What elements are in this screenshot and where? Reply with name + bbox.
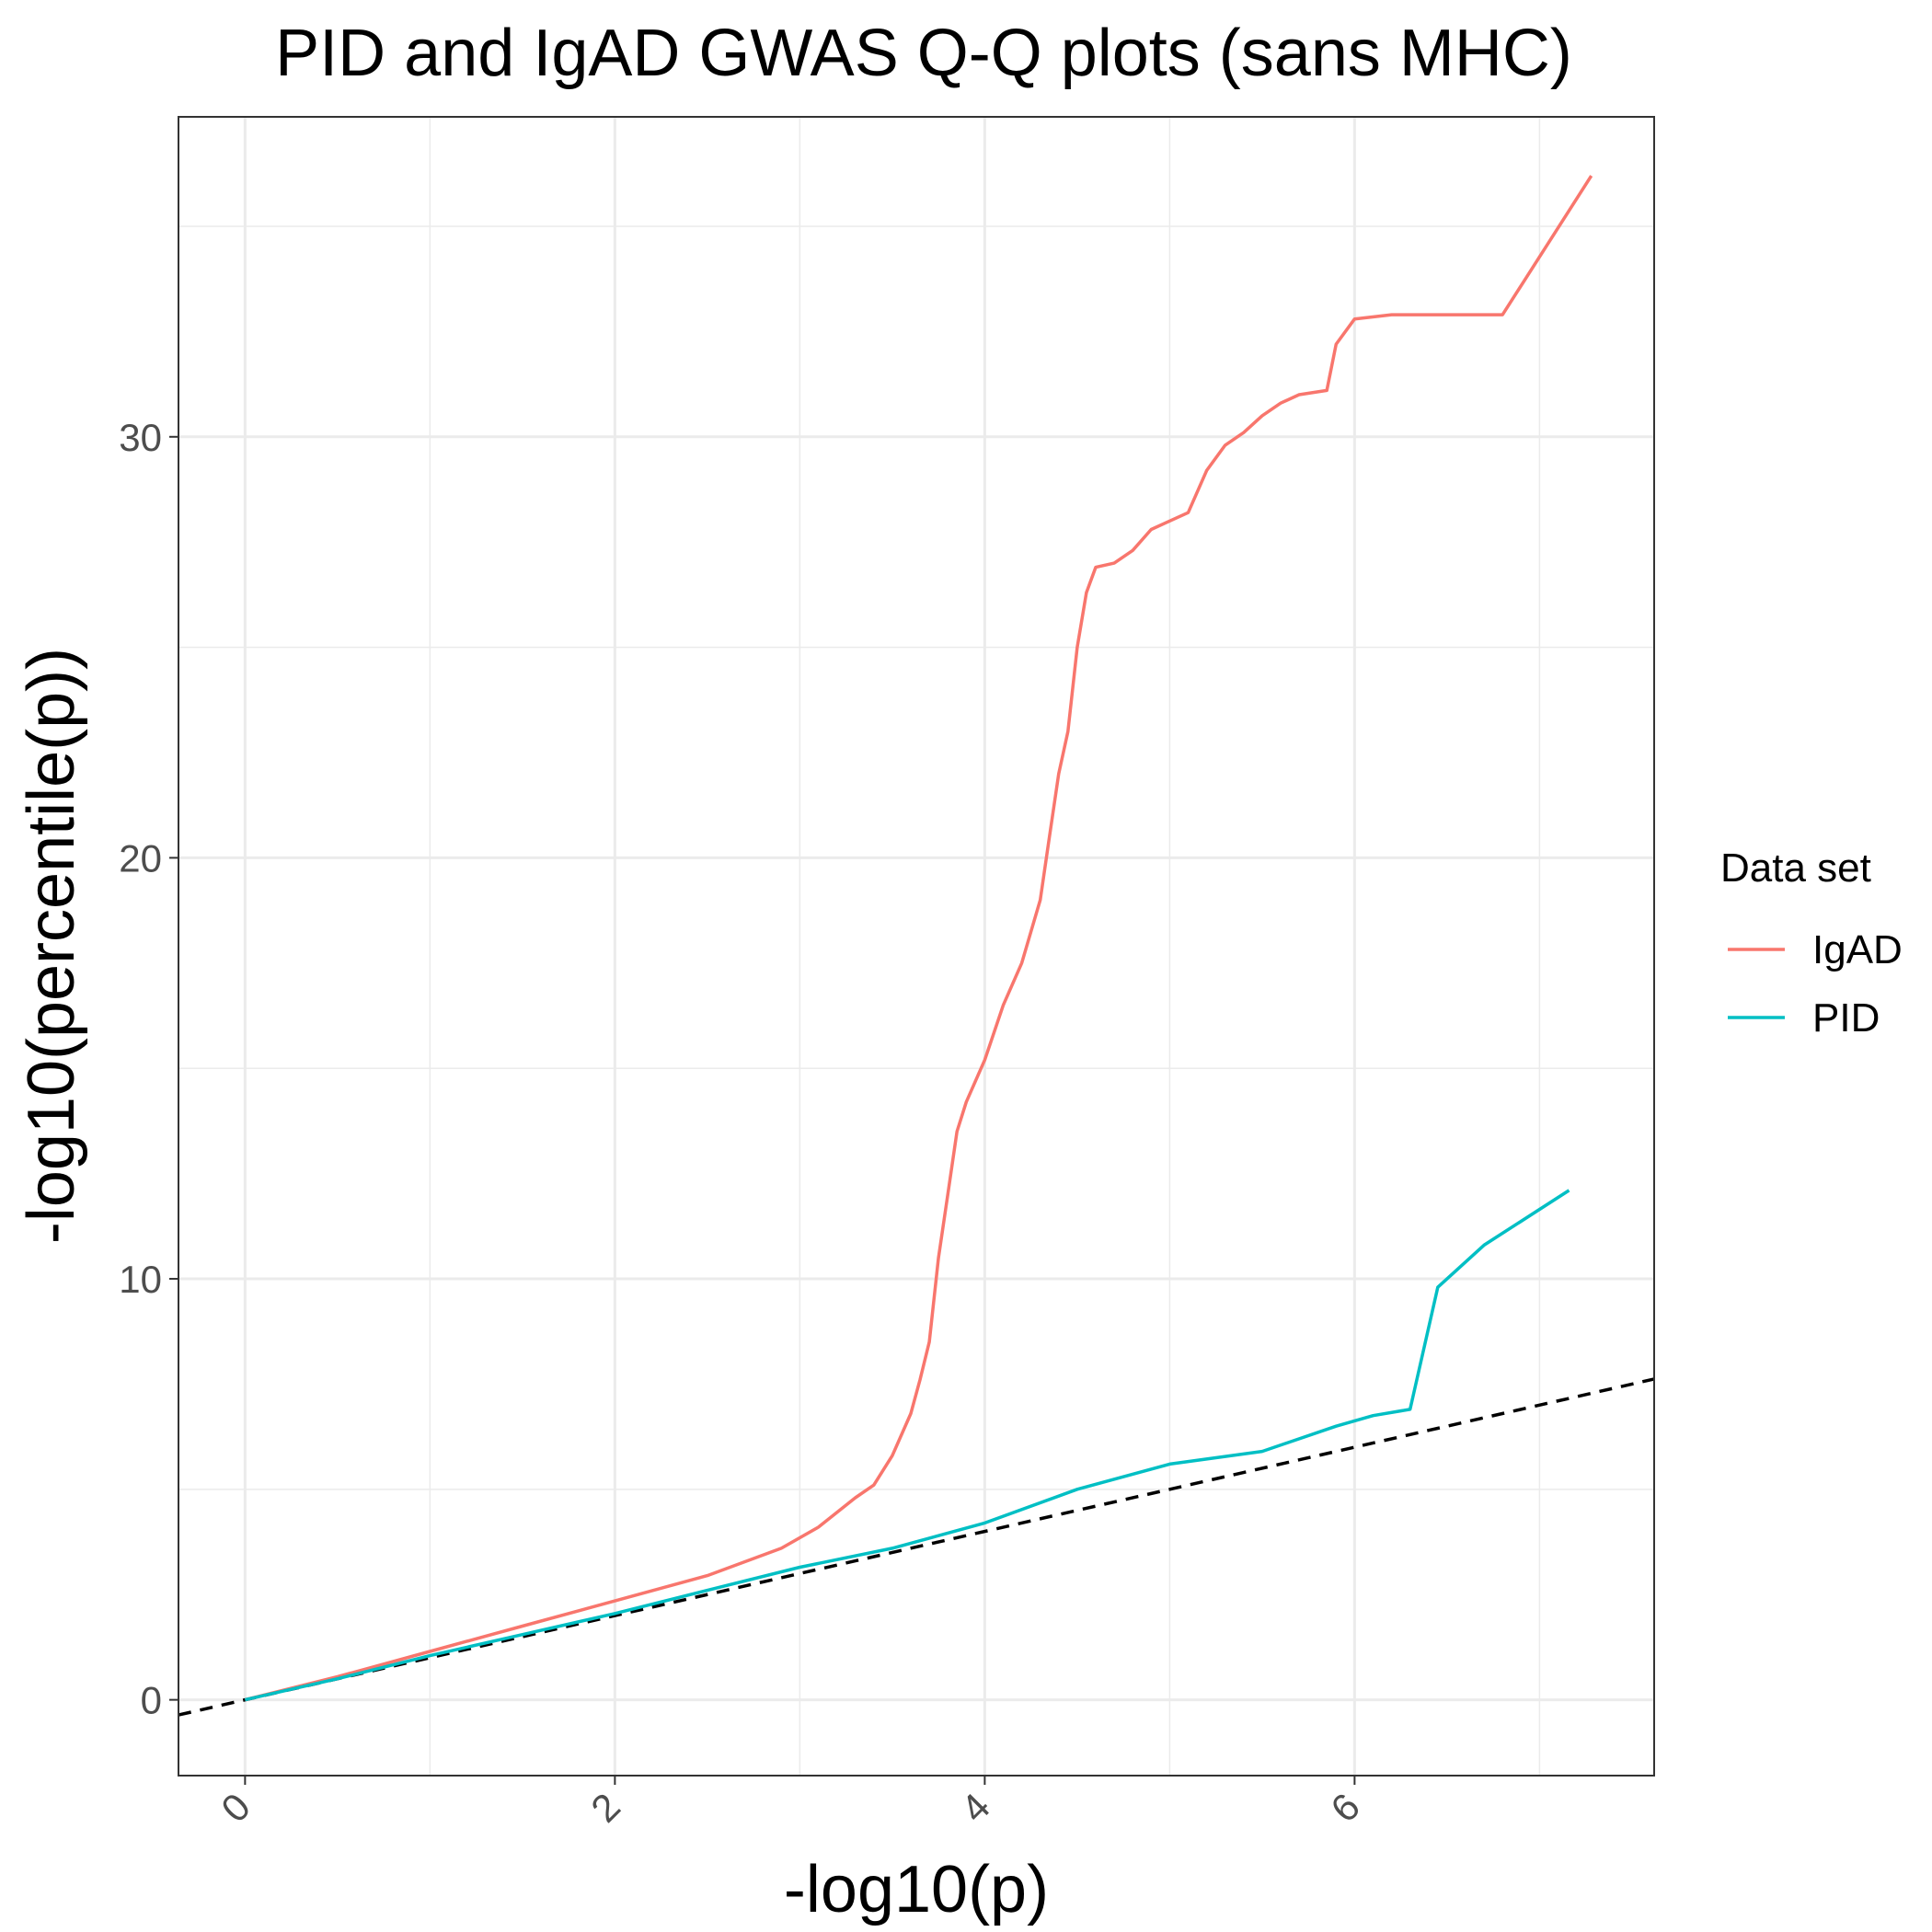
x-tick-label: 0 bbox=[213, 1785, 259, 1831]
series-layer bbox=[244, 175, 1593, 1702]
major-gridlines bbox=[178, 117, 1654, 1776]
legend-title: Data set bbox=[1720, 845, 1871, 891]
plot-panel bbox=[178, 117, 1654, 1776]
y-tick-label: 0 bbox=[141, 1679, 162, 1722]
legend: Data set IgAD PID bbox=[1720, 845, 1903, 1041]
reference-line bbox=[178, 1377, 1655, 1717]
series-line-igad bbox=[244, 175, 1593, 1702]
y-axis-label: -log10(percentile(p)) bbox=[15, 648, 88, 1244]
legend-label-igad: IgAD bbox=[1812, 927, 1903, 972]
legend-items: IgAD PID bbox=[1728, 927, 1903, 1041]
plot-border bbox=[178, 116, 1655, 1777]
legend-label-pid: PID bbox=[1812, 995, 1880, 1041]
y-tick-label: 30 bbox=[119, 416, 162, 459]
y-tick-label: 20 bbox=[119, 836, 162, 880]
x-axis-ticks: 0 2 4 6 bbox=[213, 1776, 1368, 1831]
y-tick-label: 10 bbox=[119, 1258, 162, 1301]
x-tick-label: 4 bbox=[952, 1785, 998, 1831]
x-tick-label: 6 bbox=[1322, 1785, 1368, 1831]
y-axis-ticks: 0 10 20 30 bbox=[119, 416, 178, 1722]
series-line-pid bbox=[245, 1189, 1570, 1702]
reference-line-layer bbox=[178, 1377, 1655, 1717]
minor-gridlines bbox=[178, 117, 1654, 1776]
x-axis-label: -log10(p) bbox=[784, 1853, 1049, 1926]
x-tick-label: 2 bbox=[582, 1785, 628, 1831]
chart-title: PID and IgAD GWAS Q-Q plots (sans MHC) bbox=[275, 17, 1572, 90]
